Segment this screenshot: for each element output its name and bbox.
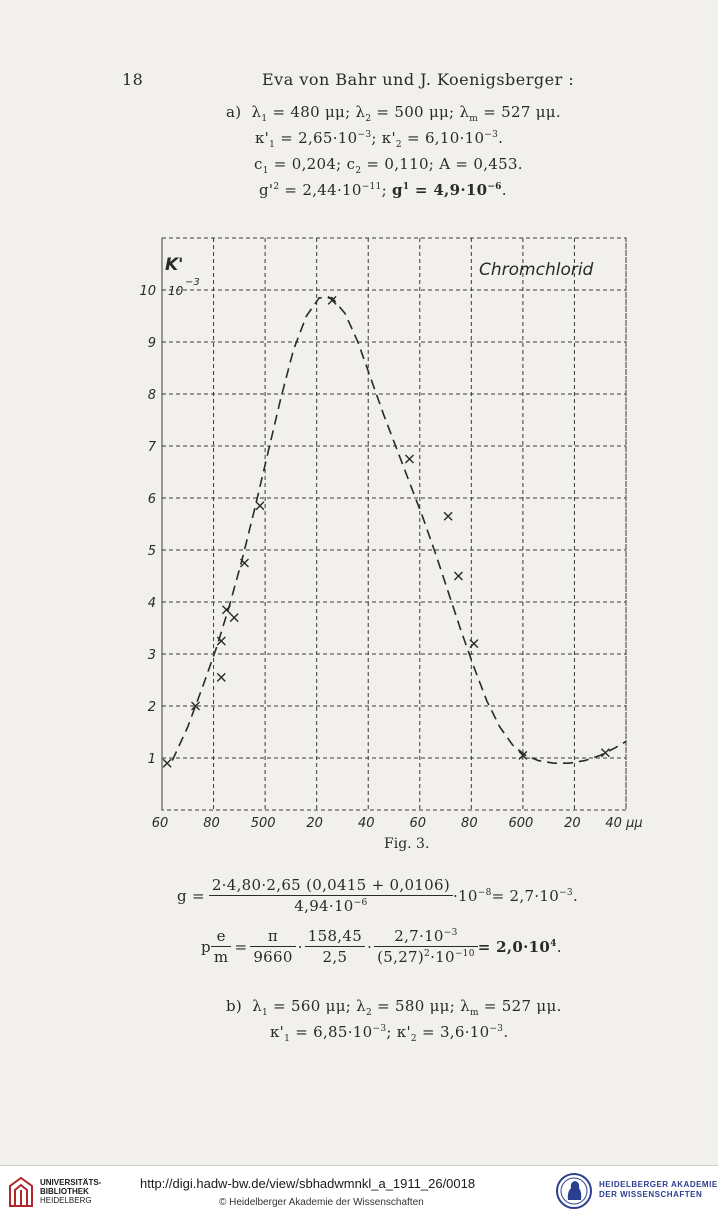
absorption-chart: 1 2 3 4 5 6 7 8 9 10 60 80 500 20 40 60 80 600 20 40 μμ K' 10… <box>139 237 643 831</box>
academy-logo-text: HEIDELBERGER AKADEMIE DER WISSENSCHAFTEN <box>599 1180 718 1199</box>
y-tick-label-3: 4 <box>148 596 156 611</box>
data-point-marker-3 <box>216 636 226 646</box>
formula-g-numerator: 2·4,80·2,65 (0,0415 + 0,0106) <box>208 876 453 896</box>
section-a-line-3: c1 = 0,204; c2 = 0,110; A = 0,453. <box>254 155 523 176</box>
marker-stroke <box>221 605 231 615</box>
marker-stroke <box>229 613 239 623</box>
marker-stroke <box>162 758 172 768</box>
x-tick-label-4: 40 <box>358 816 375 831</box>
fitted-curve-line <box>171 297 627 764</box>
source-url-link[interactable]: http://digi.hadw-bw.de/view/sbhadwmnkl_a… <box>140 1176 476 1191</box>
marker-stroke <box>443 511 453 521</box>
data-point-marker-2 <box>216 672 226 682</box>
section-a-label: a) <box>226 103 242 121</box>
data-point-marker-6 <box>239 558 249 568</box>
formula-g-denominator: 4,94·10−6 <box>294 897 368 915</box>
y-tick-label-4: 5 <box>148 544 156 559</box>
y-tick-label-9: 10 <box>139 284 156 299</box>
section-a-line-4: g'2 = 2,44·10−11; g1 = 4,9·10−6. <box>259 181 507 199</box>
university-library-logo-text: UNIVERSITÄTS- BIBLIOTHEK HEIDELBERG <box>40 1178 102 1205</box>
running-title: Eva von Bahr und J. Koenigsberger : <box>262 70 575 89</box>
marker-stroke <box>404 454 414 464</box>
marker-stroke <box>255 501 265 511</box>
y-axis-scale-label: 10 <box>168 284 184 298</box>
y-tick-label-8: 9 <box>148 336 156 351</box>
x-tick-label-0: 60 <box>152 816 169 831</box>
figure-caption: Fig. 3. <box>384 836 430 852</box>
y-axis-label: K' <box>165 255 183 275</box>
footer-bar: UNIVERSITÄTS- BIBLIOTHEK HEIDELBERG http… <box>0 1165 718 1219</box>
data-point-marker-12 <box>469 639 479 649</box>
x-tick-label-3: 20 <box>306 816 323 831</box>
page-number: 18 <box>122 70 144 89</box>
section-b-line-2: κ'1 = 6,85·10−3; κ'2 = 3,6·10−3. <box>270 1023 509 1044</box>
academy-seal-icon <box>556 1173 592 1209</box>
data-point-marker-11 <box>453 571 463 581</box>
x-tick-label-8: 20 <box>564 816 581 831</box>
x-tick-label-6: 80 <box>461 816 478 831</box>
y-axis-scale-exponent: −3 <box>185 277 200 288</box>
x-tick-label-1: 80 <box>203 816 220 831</box>
chart-label-layer: 1 2 3 4 5 6 7 8 9 10 60 80 500 20 40 60 80 600 20 40 μμ K' 10… <box>139 255 642 831</box>
x-tick-label-5: 60 <box>410 816 427 831</box>
chart-title: Chromchlorid <box>479 260 594 280</box>
data-point-marker-0 <box>162 758 172 768</box>
marker-stroke <box>191 701 201 711</box>
section-b-label: b) <box>226 997 243 1015</box>
y-tick-label-7: 8 <box>148 388 156 403</box>
marker-stroke <box>600 748 610 758</box>
y-tick-label-1: 2 <box>148 700 156 715</box>
data-point-marker-9 <box>404 454 414 464</box>
marker-stroke <box>453 571 463 581</box>
y-tick-label-0: 1 <box>148 752 156 767</box>
data-point-marker-4 <box>221 605 231 615</box>
university-library-logo-icon <box>9 1176 33 1207</box>
data-point-marker-5 <box>229 613 239 623</box>
x-tick-label-7: 600 <box>508 816 533 831</box>
x-tick-label-9: 40 μμ <box>605 816 642 831</box>
marker-stroke <box>327 295 337 305</box>
formula-g: g = 2·4,80·2,65 (0,0415 + 0,0106) 4,94·1… <box>177 876 579 915</box>
data-point-marker-1 <box>191 701 201 711</box>
chart-grid <box>161 237 627 811</box>
marker-stroke <box>216 672 226 682</box>
chart-frame <box>161 237 627 811</box>
scanned-page: 18 Eva von Bahr und J. Koenigsberger : a… <box>0 0 718 1165</box>
x-tick-label-2: 500 <box>251 816 276 831</box>
chart-curve-layer <box>171 297 627 764</box>
section-a-line-1: a) λ1 = 480 μμ; λ2 = 500 μμ; λm = 527 μμ… <box>226 103 561 124</box>
copyright-text: © Heidelberger Akademie der Wissenschaft… <box>219 1197 424 1208</box>
y-tick-label-2: 3 <box>148 648 156 663</box>
y-tick-label-6: 7 <box>148 440 157 455</box>
section-a-line-2: κ'1 = 2,65·10−3; κ'2 = 6,10·10−3. <box>255 129 504 150</box>
data-point-marker-10 <box>443 511 453 521</box>
marker-stroke <box>239 558 249 568</box>
data-point-marker-14 <box>600 748 610 758</box>
marker-stroke <box>518 750 528 760</box>
marker-stroke <box>469 639 479 649</box>
marker-stroke <box>216 636 226 646</box>
data-point-marker-13 <box>518 750 528 760</box>
chart-marker-layer <box>162 295 610 768</box>
data-point-marker-7 <box>255 501 265 511</box>
y-tick-label-5: 6 <box>148 492 156 507</box>
data-point-marker-8 <box>327 295 337 305</box>
section-b-line-1: b) λ1 = 560 μμ; λ2 = 580 μμ; λm = 527 μμ… <box>226 997 562 1018</box>
